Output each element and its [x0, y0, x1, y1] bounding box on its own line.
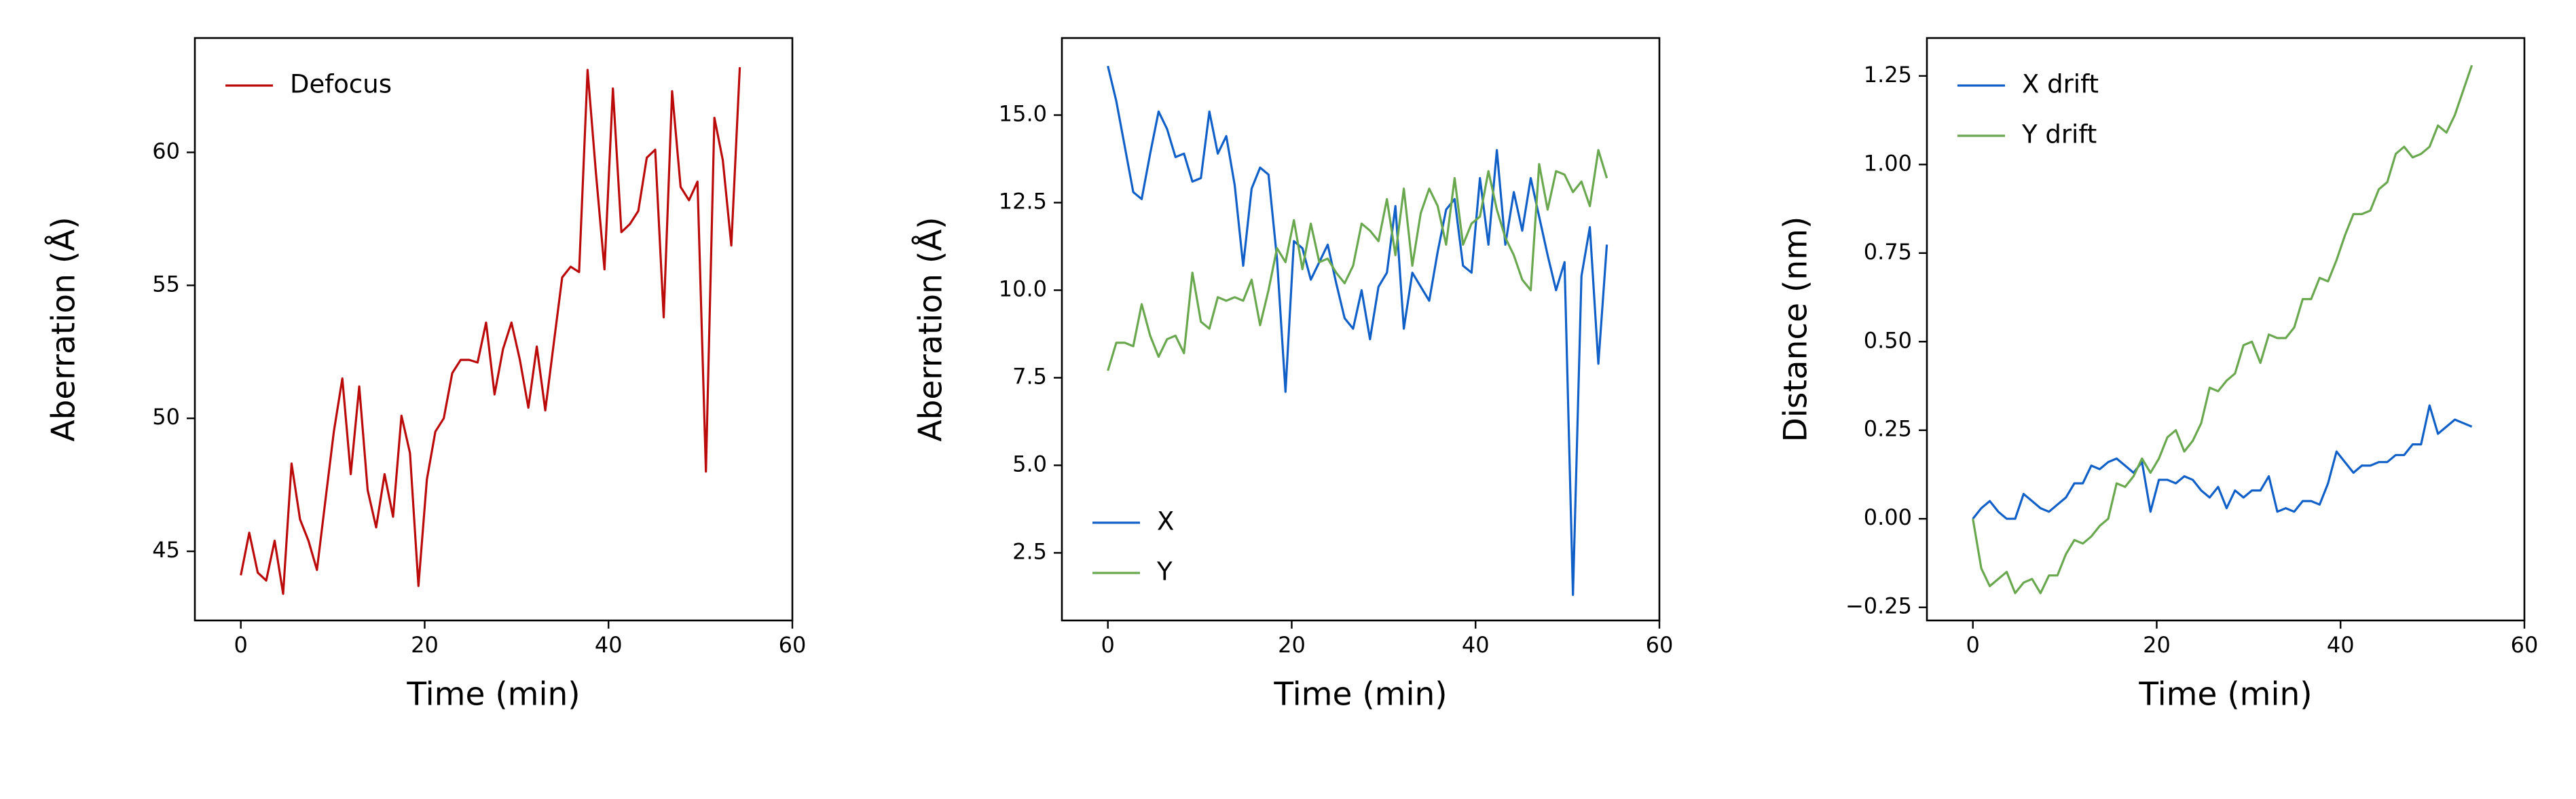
x-tick-label: 60: [779, 632, 807, 658]
y-tick-label: 7.5: [1012, 363, 1047, 389]
legend-label: X: [1157, 507, 1174, 536]
y-tick-label: 55: [152, 271, 180, 297]
y-tick-label: 0.00: [1864, 504, 1912, 530]
y-tick-label: 60: [152, 138, 180, 164]
y-tick-label: 2.5: [1012, 538, 1047, 564]
legend-label: Defocus: [290, 70, 392, 99]
y-tick-label: 1.25: [1864, 62, 1912, 88]
plot-frame: [194, 37, 794, 622]
y-tick-label: 0.50: [1864, 327, 1912, 353]
legend-label: Y drift: [2021, 120, 2097, 149]
x-tick-label: 40: [1462, 632, 1490, 658]
y-tick-label: 0.25: [1864, 416, 1912, 442]
x-tick-label: 0: [1101, 632, 1115, 658]
y-tick-label: 5.0: [1012, 451, 1047, 477]
x-tick-label: 60: [2511, 632, 2539, 658]
x-tick-label: 60: [1646, 632, 1674, 658]
y-tick-label: 10.0: [999, 276, 1047, 301]
y-tick-label: 12.5: [999, 188, 1047, 214]
x-axis-label: Time (min): [1273, 676, 1447, 713]
y-tick-label: 50: [152, 404, 180, 430]
x-tick-label: 0: [1966, 632, 1980, 658]
x-tick-label: 20: [411, 632, 439, 658]
data-line: [1107, 149, 1608, 371]
data-line: [1107, 65, 1608, 596]
y-tick-label: 45: [152, 537, 180, 563]
y-axis-label: Aberration (Å): [45, 217, 83, 441]
y-tick-label: 15.0: [999, 101, 1047, 127]
x-tick-label: 0: [234, 632, 248, 658]
y-axis-label: Aberration (Å): [913, 217, 950, 441]
plot-frame: [1926, 37, 2526, 622]
data-line: [240, 67, 741, 595]
x-tick-label: 40: [595, 632, 623, 658]
legend-label: X drift: [2022, 70, 2099, 99]
x-tick-label: 40: [2327, 632, 2355, 658]
y-tick-label: 1.00: [1864, 150, 1912, 176]
x-axis-label: Time (min): [406, 676, 580, 713]
y-tick-label: −0.25: [1845, 593, 1912, 619]
data-line: [1972, 404, 2473, 520]
legend-label: Y: [1156, 557, 1173, 587]
data-line: [1972, 64, 2473, 595]
x-axis-label: Time (min): [2138, 676, 2312, 713]
plot-frame: [1061, 37, 1661, 622]
x-tick-label: 20: [1278, 632, 1306, 658]
y-axis-label: Distance (nm): [1778, 217, 1815, 443]
y-tick-label: 0.75: [1864, 239, 1912, 265]
x-tick-label: 20: [2143, 632, 2171, 658]
